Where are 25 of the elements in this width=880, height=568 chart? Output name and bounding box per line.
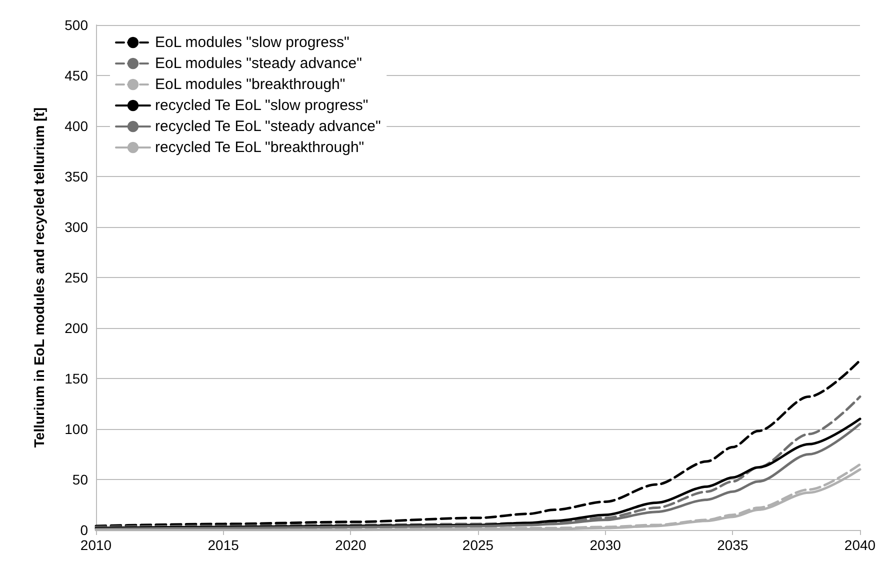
legend-label: EoL modules "breakthrough" — [155, 76, 346, 93]
x-tick-label: 2015 — [208, 537, 240, 553]
x-tick-label: 2010 — [80, 537, 112, 553]
y-axis-title: Tellurium in EoL modules and recycled tellurium [t] — [31, 107, 47, 448]
y-tick-label: 300 — [64, 219, 88, 235]
y-tick-label: 150 — [64, 370, 88, 386]
y-tick-label: 400 — [64, 118, 88, 134]
y-tick-label: 250 — [64, 270, 88, 286]
x-tick-label: 2025 — [462, 537, 494, 553]
y-tick-label: 450 — [64, 68, 88, 84]
legend-label: recycled Te EoL "slow progress" — [155, 97, 368, 114]
y-tick-label: 350 — [64, 168, 88, 184]
y-tick-label: 0 — [80, 522, 88, 538]
y-tick-label: 500 — [64, 17, 88, 33]
y-tick-label: 50 — [72, 472, 88, 488]
legend-label: recycled Te EoL "breakthrough" — [155, 139, 364, 156]
y-tick-label: 200 — [64, 320, 88, 336]
legend-label: EoL modules "slow progress" — [155, 34, 350, 51]
x-tick-label: 2040 — [844, 537, 876, 553]
x-tick-label: 2035 — [717, 537, 748, 553]
x-tick-label: 2020 — [335, 537, 366, 553]
x-tick-label: 2030 — [590, 537, 622, 553]
legend-label: EoL modules "steady advance" — [155, 55, 362, 72]
legend-label: recycled Te EoL "steady advance" — [155, 118, 381, 135]
y-tick-label: 100 — [64, 421, 88, 437]
